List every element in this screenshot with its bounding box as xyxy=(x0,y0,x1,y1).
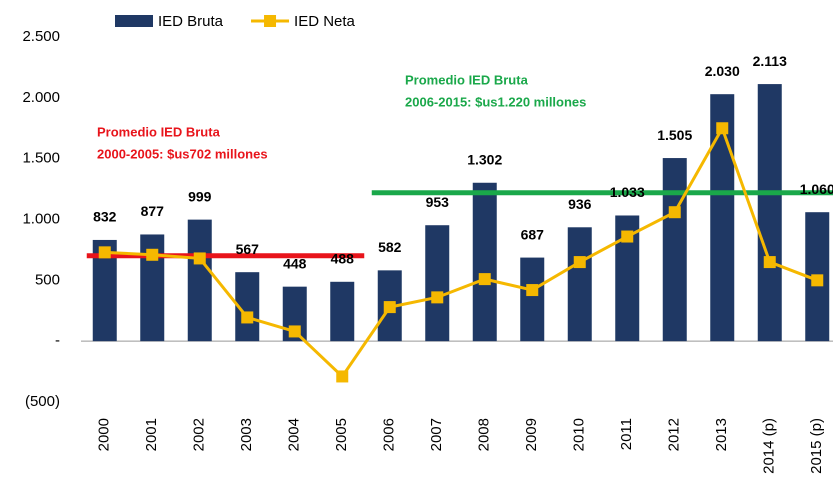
x-tick-label: 2000 xyxy=(96,418,113,451)
x-tick-label: 2011 xyxy=(618,418,635,450)
line-marker xyxy=(811,274,824,287)
x-tick-label: 2008 xyxy=(476,418,493,451)
x-tick-label: 2007 xyxy=(428,418,445,451)
data-label: 832 xyxy=(93,209,117,225)
legend-label: IED Neta xyxy=(294,13,356,30)
line-marker xyxy=(431,291,444,304)
bar xyxy=(710,94,735,342)
x-tick-label: 2006 xyxy=(381,418,398,451)
x-tick-label: 2014 (p) xyxy=(761,418,778,474)
data-label: 488 xyxy=(331,250,355,266)
bar xyxy=(520,257,545,342)
line-marker xyxy=(668,206,681,219)
x-tick-label: 2001 xyxy=(143,418,160,451)
y-tick-label: 2.500 xyxy=(22,28,60,45)
bar xyxy=(757,84,782,342)
data-label: 448 xyxy=(283,255,307,271)
y-tick-label: 1.500 xyxy=(22,150,60,167)
x-tick-label: 2005 xyxy=(333,418,350,451)
bar xyxy=(567,227,592,342)
data-label: 936 xyxy=(568,196,592,212)
y-tick-label: (500) xyxy=(25,393,60,410)
data-label: 1.060 xyxy=(800,181,833,197)
x-tick-label: 2010 xyxy=(571,418,588,451)
data-label: 877 xyxy=(141,203,165,219)
data-label: 2.030 xyxy=(705,63,740,79)
legend-swatch xyxy=(115,15,153,27)
x-tick-label: 2003 xyxy=(238,418,255,451)
line-marker xyxy=(621,230,634,243)
line-marker xyxy=(336,370,349,383)
data-label: 1.505 xyxy=(657,127,692,143)
x-tick-label: 2013 xyxy=(713,418,730,451)
bar xyxy=(187,219,212,342)
line-marker xyxy=(526,284,539,297)
bar xyxy=(472,182,497,342)
legend-label: IED Bruta xyxy=(158,13,224,30)
line xyxy=(104,124,818,379)
data-label: 582 xyxy=(378,239,402,255)
reference-label: 2000-2005: $us702 millones xyxy=(97,146,268,161)
x-tick-label: 2004 xyxy=(286,418,303,451)
data-label: 687 xyxy=(521,226,545,242)
line-marker xyxy=(241,311,254,324)
data-label: 2.113 xyxy=(753,53,787,69)
x-tick-label: 2015 (p) xyxy=(808,418,825,474)
x-tick-label: 2012 xyxy=(666,418,683,451)
line-marker xyxy=(193,252,206,265)
data-label: 1.033 xyxy=(610,184,645,200)
line-marker xyxy=(763,256,776,269)
y-tick-label: 1.000 xyxy=(22,210,60,227)
legend-swatch xyxy=(264,15,277,27)
line-marker xyxy=(716,122,729,135)
line-marker xyxy=(478,273,491,286)
y-tick-label: 500 xyxy=(35,271,60,288)
data-label: 567 xyxy=(236,241,260,257)
reference-label: Promedio IED Bruta xyxy=(405,72,529,87)
bar xyxy=(330,281,355,342)
line-marker xyxy=(573,256,586,269)
data-label: 953 xyxy=(426,194,450,210)
data-label: 1.302 xyxy=(467,151,502,167)
bar xyxy=(662,158,687,342)
y-tick-label: 2.000 xyxy=(22,89,60,106)
bar xyxy=(425,225,450,342)
x-tick-label: 2002 xyxy=(191,418,208,451)
y-tick-label: - xyxy=(55,332,60,349)
data-label: 999 xyxy=(188,188,212,204)
line-marker xyxy=(288,325,301,338)
reference-label: 2006-2015: $us1.220 millones xyxy=(405,94,586,109)
line-marker xyxy=(146,248,159,261)
x-tick-label: 2009 xyxy=(523,418,540,451)
line-marker xyxy=(383,301,396,314)
line-marker xyxy=(98,246,111,259)
reference-label: Promedio IED Bruta xyxy=(97,124,221,139)
